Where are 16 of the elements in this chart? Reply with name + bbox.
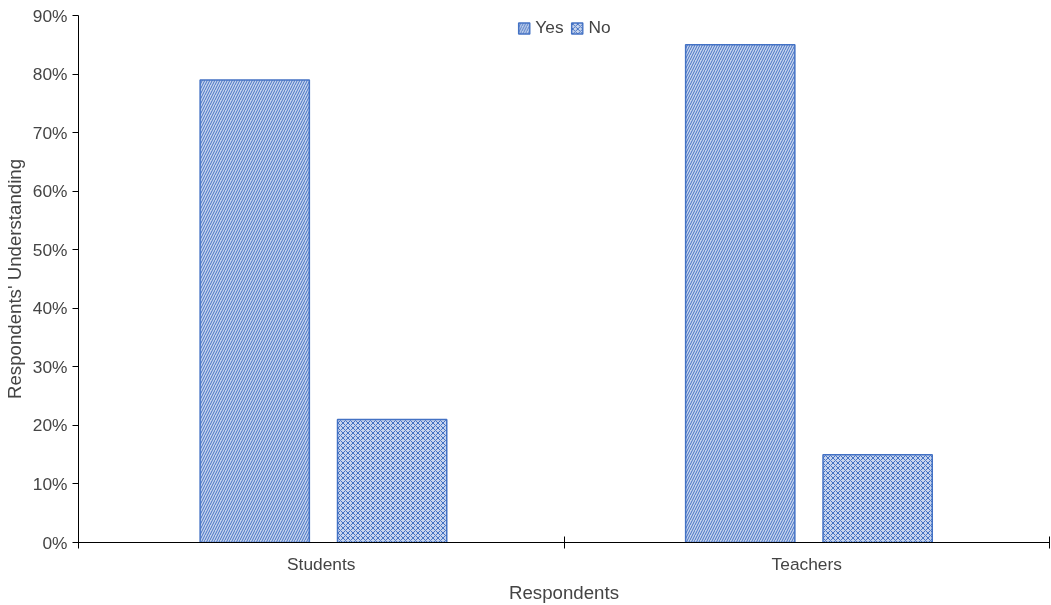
x-tick-label: Teachers bbox=[771, 553, 843, 574]
y-tick-label: 60% bbox=[32, 181, 68, 202]
y-tick-label: 70% bbox=[32, 122, 68, 143]
legend-label: No bbox=[588, 17, 611, 38]
x-tick-label: Students bbox=[287, 553, 356, 574]
y-tick-label: 40% bbox=[32, 298, 68, 319]
y-axis-title: Respondents' Understanding bbox=[3, 158, 25, 400]
y-tick-label: 20% bbox=[32, 415, 68, 436]
y-tick-label: 50% bbox=[32, 239, 68, 260]
y-tick-label: 0% bbox=[42, 532, 68, 553]
y-tick-label: 10% bbox=[32, 473, 68, 494]
y-tick-label: 30% bbox=[32, 356, 68, 377]
x-axis-title: Respondents bbox=[509, 581, 619, 603]
y-tick-label: 90% bbox=[32, 5, 68, 26]
legend-label: Yes bbox=[535, 17, 564, 38]
y-tick-label: 80% bbox=[32, 64, 68, 85]
